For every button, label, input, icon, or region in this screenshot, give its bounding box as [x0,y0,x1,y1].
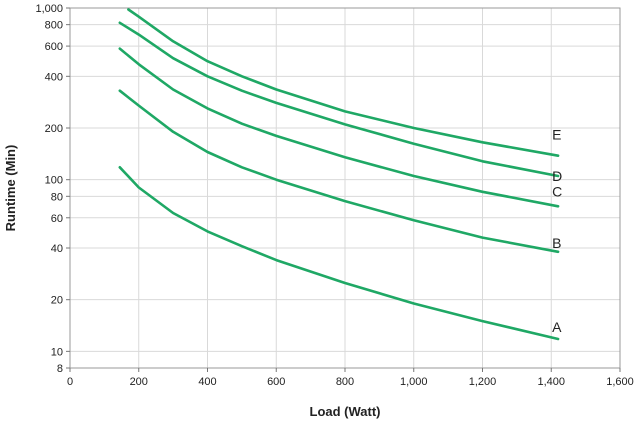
x-tick-label: 1,600 [606,376,634,388]
x-axis-title: Load (Watt) [310,404,381,419]
x-tick-label: 1,400 [537,376,565,388]
y-tick-label: 60 [51,213,63,225]
y-axis-title: Runtime (Min) [3,145,18,232]
series-label-d: D [552,168,562,184]
y-tick-label: 10 [51,346,63,358]
series-line-d [118,21,560,178]
series-label-a: A [552,319,562,335]
y-tick-label: 8 [57,363,63,375]
y-tick-label: 600 [45,41,63,53]
series-line-b [118,89,560,254]
y-tick-label: 1,000 [35,3,63,15]
y-axis-ticks: 8 10 20 40 60 80 100 200 400 600 800 1,000 [35,3,70,375]
y-tick-label: 40 [51,243,63,255]
series-line-e [127,8,560,157]
series-line-c [118,47,560,208]
y-tick-label: 20 [51,295,63,307]
series-labels: A B CD E [552,127,562,335]
x-tick-label: 600 [267,376,285,388]
y-tick-label: 200 [45,123,63,135]
x-tick-label: 0 [67,376,73,388]
x-tick-label: 1,200 [469,376,497,388]
y-tick-label: 80 [51,191,63,203]
series-label-c: C [552,183,562,199]
grid [69,7,621,369]
y-tick-label: 100 [45,175,63,187]
x-axis-ticks: 0 200 400 600 800 1,000 1,200 1,400 1,600 [67,368,634,388]
x-tick-label: 200 [130,376,148,388]
series-label-b: B [552,235,561,251]
x-tick-label: 800 [336,376,354,388]
series-lines [118,8,560,341]
x-tick-label: 1,000 [400,376,428,388]
y-tick-label: 400 [45,71,63,83]
y-tick-label: 800 [45,20,63,32]
x-tick-label: 400 [198,376,216,388]
series-line-a [118,166,560,341]
series-label-e: E [552,127,561,143]
